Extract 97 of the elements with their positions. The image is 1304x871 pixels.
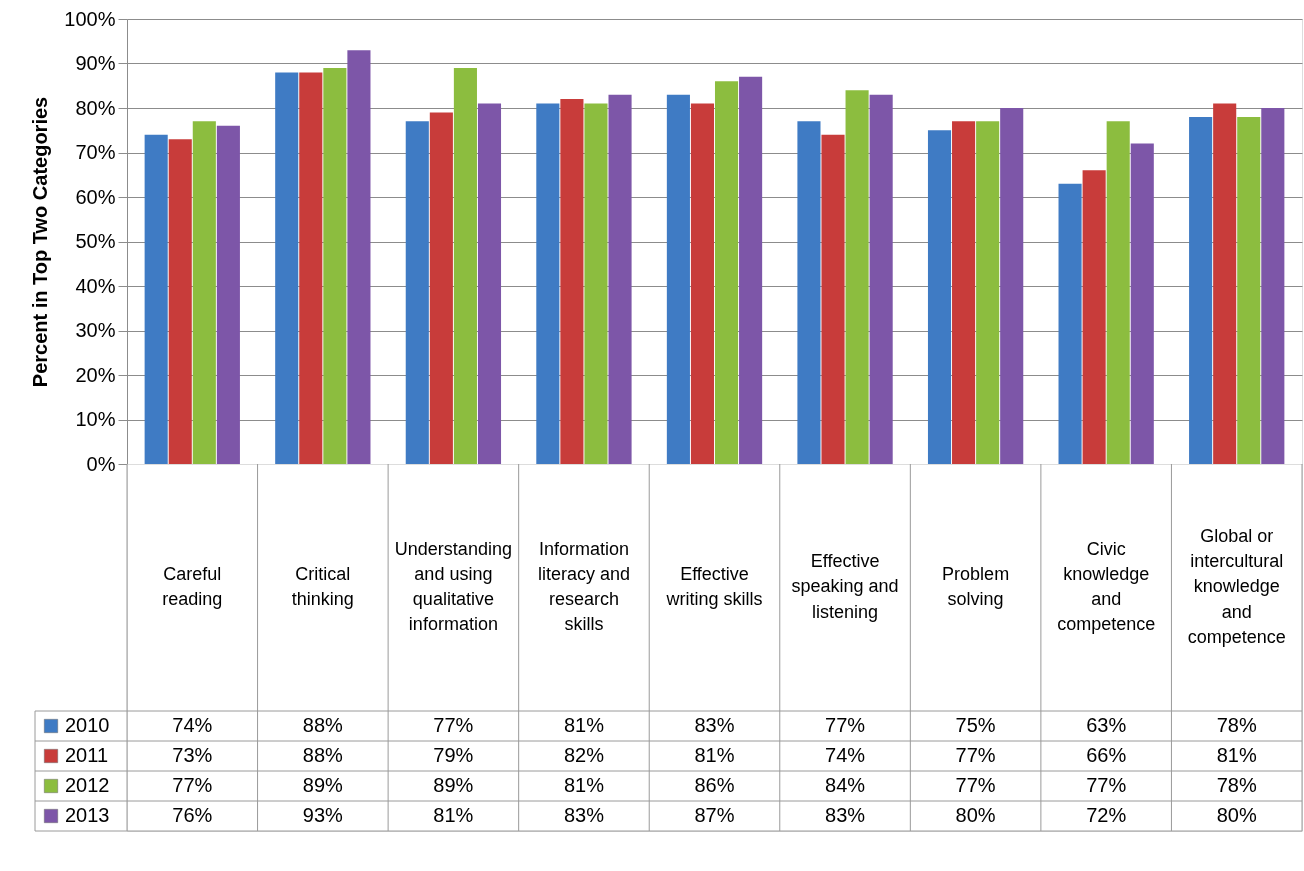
bar (952, 121, 976, 464)
data-label: 82% (563, 744, 605, 766)
x-tick-label: Careful reading (162, 563, 223, 610)
bar (1261, 108, 1285, 464)
data-label: 72% (1086, 804, 1127, 826)
data-label: 63% (1086, 714, 1127, 736)
bar (192, 121, 216, 464)
bar (608, 94, 632, 464)
y-tick-label: 10% (75, 408, 116, 430)
data-label: 78% (1216, 774, 1257, 796)
y-tick-label: 90% (75, 52, 116, 74)
data-label: 84% (825, 774, 866, 796)
x-tick-label: Information literacy and research skills (537, 538, 630, 635)
bar (976, 121, 1000, 464)
data-label: 76% (172, 804, 213, 826)
data-label: 80% (955, 804, 996, 826)
bar (927, 130, 952, 464)
bar (1082, 170, 1106, 464)
data-label: 78% (1216, 714, 1257, 736)
bar (845, 90, 869, 464)
bar (299, 72, 323, 464)
data-label: 75% (955, 714, 996, 736)
bar (1237, 116, 1261, 464)
data-label: 88% (302, 714, 344, 736)
legend-label: 2013 (65, 804, 110, 826)
y-tick-label: 70% (75, 141, 116, 163)
data-label: 87% (694, 804, 735, 826)
y-tick-label: 40% (75, 274, 116, 297)
bar (275, 72, 299, 464)
bar (429, 112, 453, 464)
data-label: 89% (302, 774, 344, 796)
x-tick-label: Critical thinking (291, 563, 354, 610)
data-label: 80% (1216, 804, 1257, 826)
bar (560, 99, 584, 464)
data-label: 77% (433, 714, 474, 736)
y-tick-label: 20% (75, 363, 116, 386)
data-label: 77% (955, 744, 996, 766)
y-axis-title: Percent in Top Two Categories (29, 96, 52, 388)
bar (1130, 143, 1154, 464)
legend-label: 2010 (65, 714, 110, 736)
x-tick-label: Understanding and using qualitative information (394, 538, 512, 635)
bar (1189, 116, 1213, 464)
data-label: 79% (433, 744, 474, 766)
y-tick-label: 100% (64, 7, 116, 30)
x-tick-label: Global or intercultural knowledge and competence (1187, 526, 1286, 647)
bar (797, 121, 821, 464)
bar (1000, 108, 1024, 464)
x-tick-label: Civic knowledge and competence (1057, 538, 1156, 635)
bar (584, 103, 608, 464)
data-label: 83% (563, 804, 605, 826)
data-label: 77% (955, 774, 996, 796)
y-tick-label: 80% (75, 96, 116, 119)
data-label: 81% (563, 714, 605, 736)
data-label: 77% (172, 774, 213, 796)
bar (347, 50, 371, 464)
bar (144, 134, 168, 464)
bar (690, 103, 715, 464)
data-label: 83% (694, 714, 735, 736)
data-label: 74% (825, 744, 866, 766)
data-label: 74% (172, 714, 213, 736)
data-label: 93% (302, 804, 344, 826)
data-label: 89% (433, 774, 474, 796)
bar (536, 103, 560, 464)
bar (739, 76, 763, 464)
legend-label: 2012 (65, 774, 110, 796)
bar (1106, 121, 1130, 464)
data-label: 88% (302, 744, 344, 766)
legend-label: 2011 (65, 744, 109, 766)
data-label: 66% (1086, 744, 1127, 766)
y-tick-label: 30% (75, 319, 116, 341)
bar (666, 94, 690, 464)
data-label: 83% (825, 804, 866, 826)
bar (477, 103, 502, 464)
bar (821, 134, 845, 464)
bar (216, 125, 240, 464)
data-label: 81% (1216, 744, 1257, 766)
bar (714, 81, 739, 464)
data-label: 81% (433, 804, 474, 826)
bar (168, 139, 192, 464)
data-label: 81% (694, 744, 735, 766)
data-label: 81% (563, 774, 605, 796)
data-label: 77% (825, 714, 866, 736)
data-label: 77% (1086, 774, 1127, 796)
x-tick-label: Effective speaking and listening (791, 551, 899, 622)
bar (869, 94, 893, 464)
y-tick-label: 60% (75, 185, 116, 208)
x-tick-label: Effective writing skills (665, 563, 763, 610)
bar (405, 121, 429, 464)
y-tick-label: 0% (86, 452, 116, 475)
bar (453, 67, 477, 464)
x-tick-label: Problem solving (942, 563, 1010, 610)
data-label: 86% (694, 774, 735, 796)
bar (1058, 183, 1082, 464)
bar (323, 67, 347, 464)
y-tick-label: 50% (75, 230, 116, 252)
bar (1213, 103, 1237, 464)
data-label: 73% (172, 744, 213, 766)
